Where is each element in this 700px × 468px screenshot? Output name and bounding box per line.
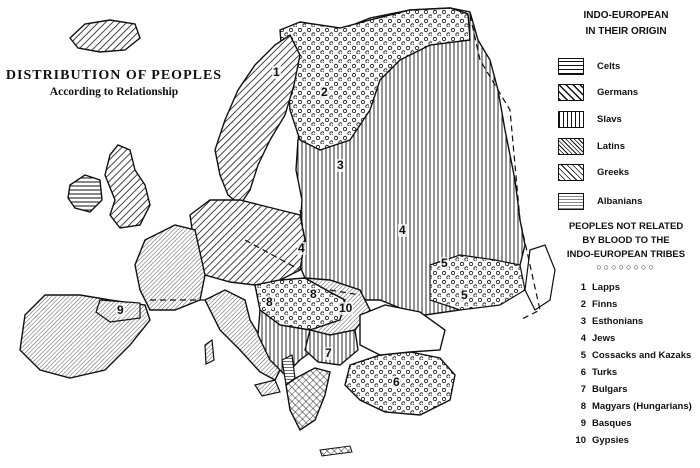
non-related-heading-line3: INDO-EUROPEAN TRIBES [566, 249, 686, 260]
key-label: Esthonians [592, 316, 644, 327]
key-item-gypsies: 10 Gypsies [572, 435, 629, 446]
legend-heading-line1: INDO-EUROPEAN [583, 10, 669, 21]
key-number: 1 [580, 282, 586, 293]
map-title-main: DISTRIBUTION OF PEOPLES [5, 68, 223, 83]
key-label: Finns [592, 299, 618, 310]
region-sicily [254, 379, 281, 397]
region-britain [104, 144, 151, 229]
key-number: 5 [580, 350, 586, 361]
legend-swatch-celts [558, 58, 584, 75]
legend-swatch-albanians [558, 193, 584, 210]
key-item-finns: 2 Finns [572, 299, 618, 310]
key-item-turks: 6 Turks [572, 367, 617, 378]
caspian-sea [524, 244, 556, 311]
region-ireland [67, 174, 103, 213]
map-title-sub: According to Relationship [49, 86, 179, 98]
region-balkans [257, 308, 321, 376]
key-label: Lapps [592, 282, 620, 293]
legend-swatch-greeks [558, 164, 584, 181]
key-label: Basques [592, 418, 632, 429]
key-number: 6 [580, 367, 586, 378]
legend-heading-line2: IN THEIR ORIGIN [585, 26, 667, 37]
region-germany [189, 199, 306, 286]
key-item-lapps: 1 Lapps [572, 282, 620, 293]
region-iceland [69, 19, 141, 53]
non-related-heading-line1: PEOPLES NOT RELATED [568, 221, 684, 232]
key-item-cossacks: 5 Cossacks and Kazaks [572, 350, 692, 361]
key-number: 10 [575, 435, 586, 446]
map-label-cossacks-south: 5 [460, 288, 469, 302]
legend-swatch-latins [558, 138, 584, 155]
map-label-bulgars: 7 [324, 346, 333, 360]
key-label: Bulgars [592, 384, 628, 395]
legend-swatch-germans [558, 84, 584, 101]
key-item-bulgars: 7 Bulgars [572, 384, 628, 395]
key-number: 2 [580, 299, 586, 310]
key-item-basques: 9 Basques [572, 418, 632, 429]
black-sea [359, 304, 446, 356]
key-label: Turks [592, 367, 618, 378]
legend-swatch-slavs [558, 111, 584, 128]
map-label-basques: 9 [116, 303, 125, 317]
key-number: 8 [580, 401, 586, 412]
legend-label-slavs: Slavs [597, 114, 622, 125]
non-related-heading-line2: BY BLOOD TO THE [582, 235, 670, 246]
key-item-esthonians: 3 Esthonians [572, 316, 644, 327]
non-related-heading: PEOPLES NOT RELATED BY BLOOD TO THE INDO… [556, 220, 696, 272]
region-sardinia [204, 338, 215, 365]
key-label: Gypsies [592, 435, 629, 446]
region-greece [285, 367, 331, 432]
map-label-jews: 4 [398, 223, 407, 237]
region-finns [279, 7, 471, 151]
region-crete [319, 445, 353, 457]
map-label-lapps: 1 [272, 65, 281, 79]
key-number: 4 [580, 333, 586, 344]
legend-label-latins: Latins [597, 141, 625, 152]
region-scandinavia [214, 33, 301, 207]
map-label-magyars-east: 8 [309, 287, 318, 301]
key-label: Cossacks and Kazaks [592, 350, 692, 361]
frontier-dashes [150, 14, 541, 321]
map-label-cossacks-north: 5 [440, 256, 449, 270]
key-number: 9 [580, 418, 586, 429]
key-number: 7 [580, 384, 586, 395]
map-label-esthonians: 3 [336, 158, 345, 172]
key-label: Magyars (Hungarians) [592, 401, 692, 412]
map-label-jews-west: 4 [297, 241, 306, 255]
map-title: DISTRIBUTION OF PEOPLES According to Rel… [4, 68, 224, 98]
non-related-circles-sample: ○○○○○○○○ [596, 262, 656, 272]
legend-label-albanians: Albanians [597, 196, 643, 207]
key-number: 3 [580, 316, 586, 327]
key-label: Jews [592, 333, 616, 344]
legend-label-germans: Germans [597, 87, 639, 98]
legend-heading: INDO-EUROPEAN IN THEIR ORIGIN [556, 8, 696, 40]
map-label-turks: 6 [392, 375, 401, 389]
map-label-finns: 2 [320, 85, 329, 99]
key-item-jews: 4 Jews [572, 333, 616, 344]
legend-label-celts: Celts [597, 61, 621, 72]
map-label-magyars-west: 8 [265, 295, 274, 309]
region-france [134, 224, 206, 311]
legend-label-greeks: Greeks [597, 167, 630, 178]
key-item-magyars: 8 Magyars (Hungarians) [572, 401, 692, 412]
map-label-gypsies: 10 [338, 301, 354, 315]
